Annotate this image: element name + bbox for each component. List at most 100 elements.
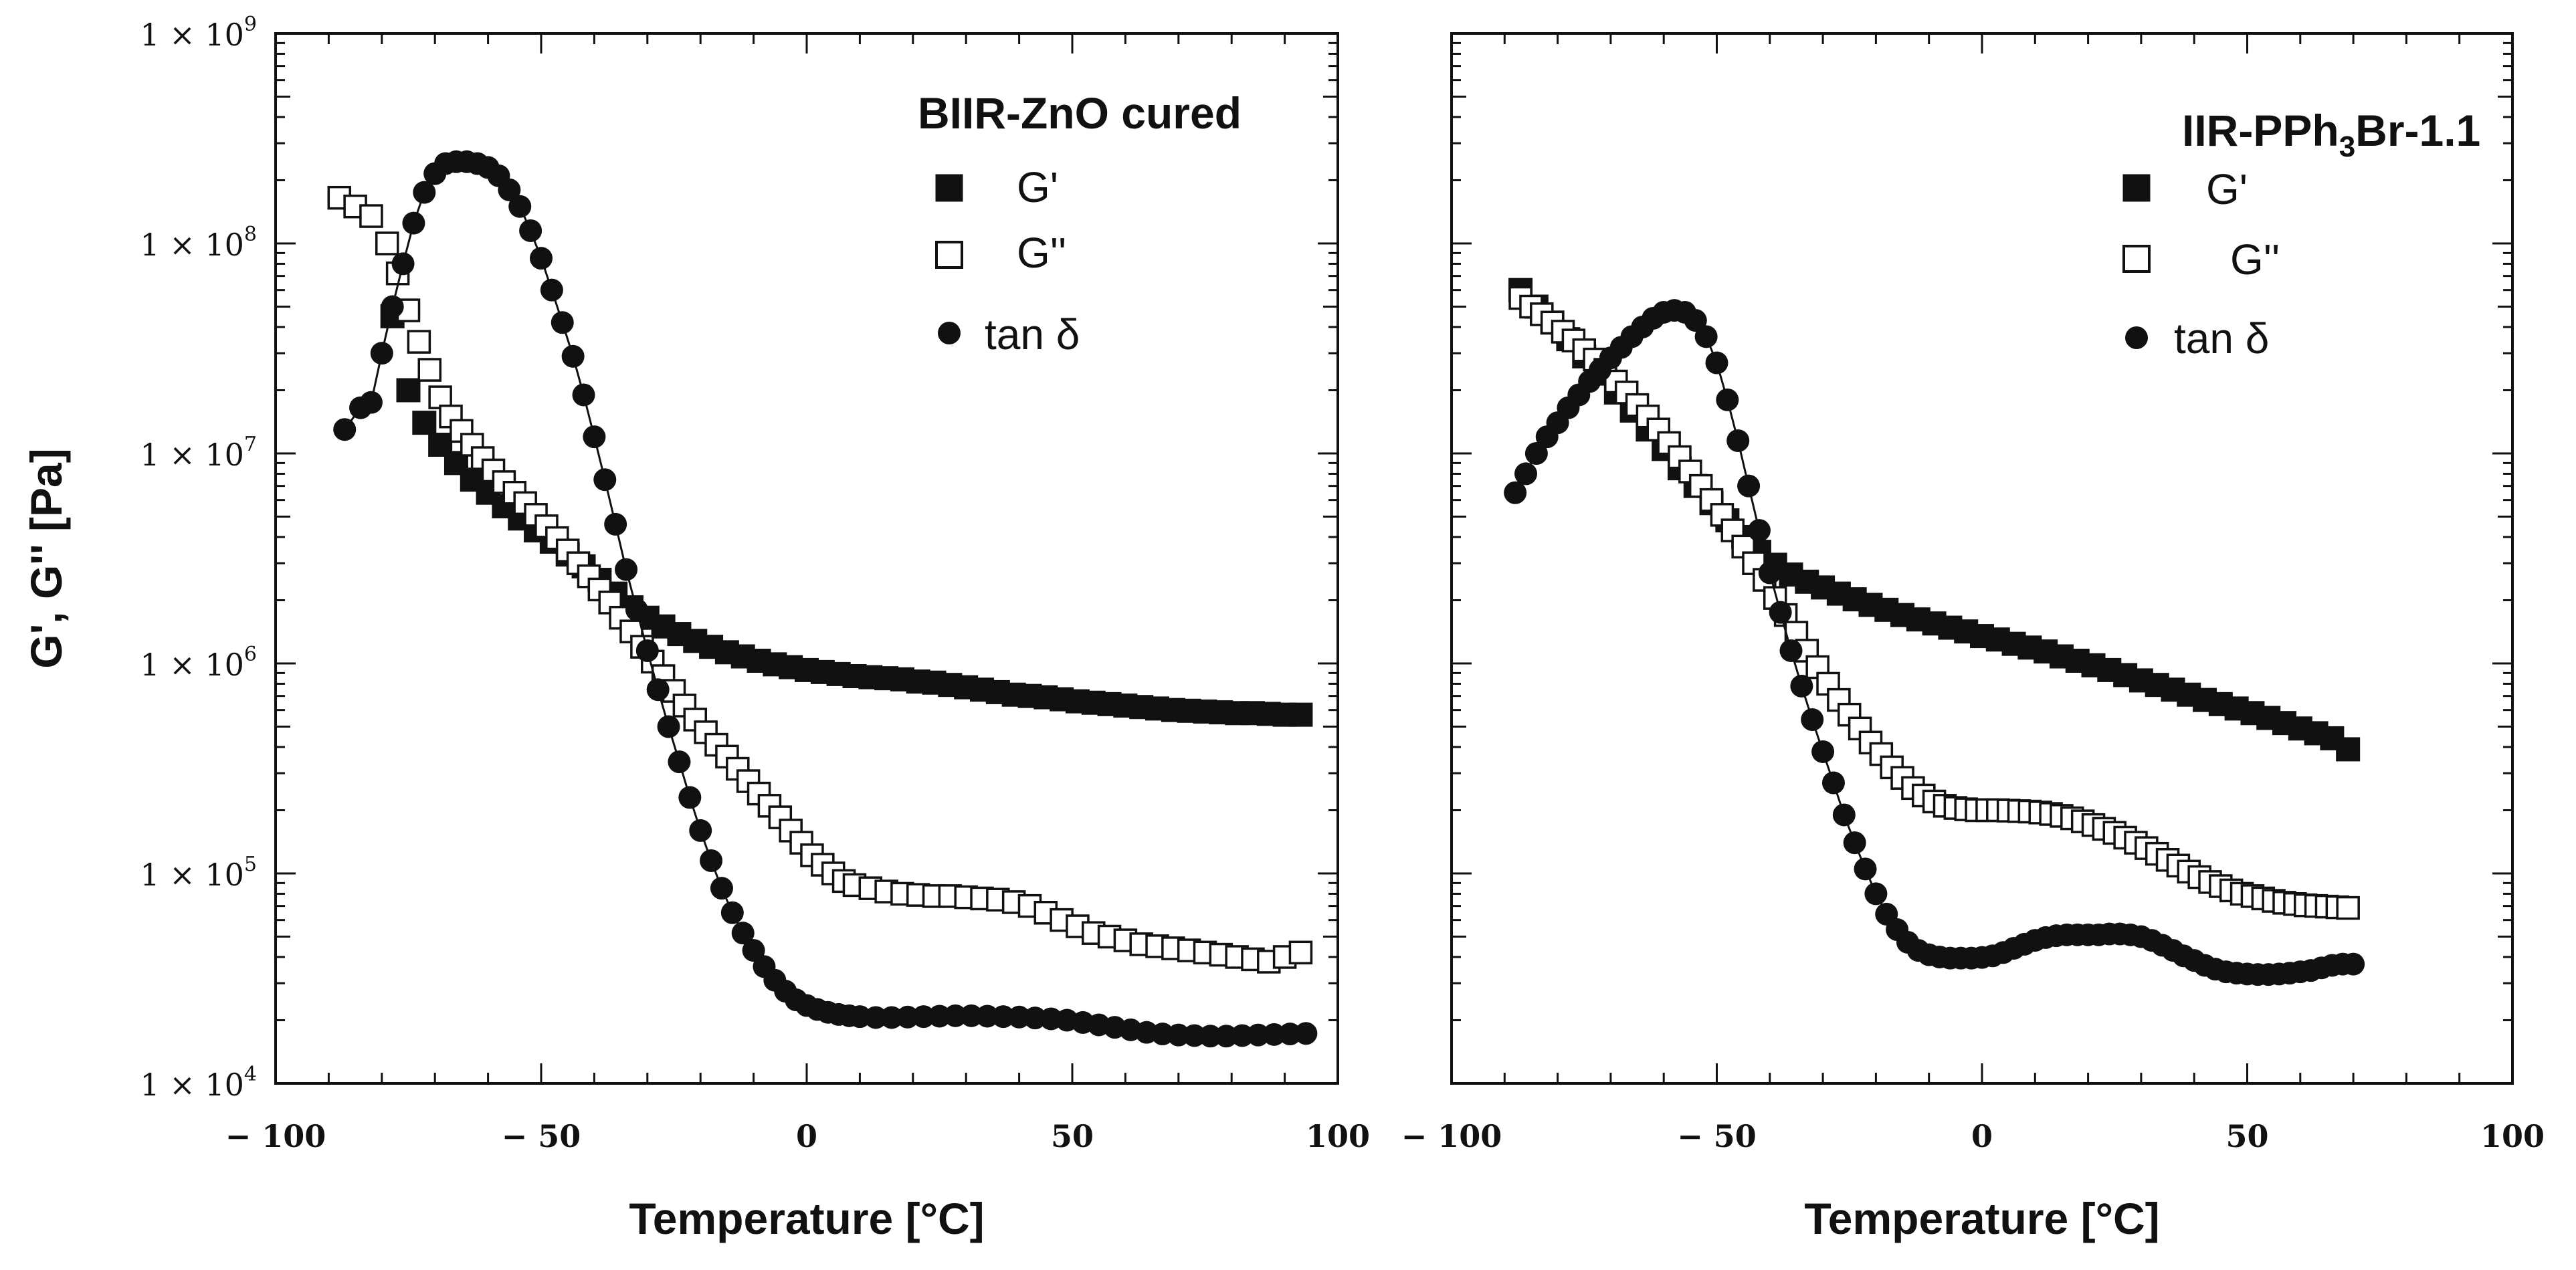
right-legend-title-tail: Br-1.1	[2355, 106, 2480, 155]
left-tan-delta-point	[928, 1004, 951, 1028]
left-tan-delta-point	[720, 901, 744, 924]
left-tan-delta-point	[991, 1005, 1015, 1029]
right-x-axis-title: Temperature [°C]	[1804, 1194, 2159, 1243]
left-tan-delta-point	[710, 877, 733, 900]
left-legend-marker-gdouble	[935, 241, 963, 269]
left-tan-delta-point	[731, 922, 755, 945]
left-tan-delta-point	[864, 1006, 888, 1029]
left-tan-delta-point	[1294, 1022, 1318, 1045]
y-tick-exponent: 6	[244, 643, 257, 666]
right-tan-delta-point	[2342, 952, 2365, 976]
y-tick-label: 1 × 106	[140, 643, 257, 683]
left-legend: BIIR-ZnO cured G' G'' tan δ	[918, 88, 1242, 358]
left-tan-delta-point	[359, 391, 383, 414]
left-series	[327, 150, 1318, 1048]
left-tan-delta-point	[391, 252, 415, 276]
right-x-ticks: − 100 − 50 0 50 100	[1401, 33, 2545, 1154]
y-tick-label: 1 × 108	[140, 223, 257, 263]
left-y-axis-title: G', G'' [Pa]	[21, 448, 71, 668]
left-legend-label-gprime: G'	[1017, 163, 1058, 211]
left-tan-delta-point	[561, 344, 585, 368]
right-tan-delta-point	[1684, 309, 1707, 332]
right-legend-title-sub: 3	[2339, 130, 2355, 163]
right-tan-delta-point	[1811, 740, 1835, 763]
y-tick-exponent: 4	[244, 1063, 257, 1086]
right-gprime-point	[2336, 737, 2361, 762]
right-tan-delta-point	[1504, 481, 1527, 504]
right-plot-frame	[1450, 32, 2514, 1085]
right-legend-label-gdouble: G''	[2230, 235, 2280, 284]
y-tick-mantissa: 1 × 10	[140, 857, 244, 893]
right-legend-marker-tandelta	[2125, 326, 2148, 349]
right-tan-delta-point	[1716, 388, 1739, 411]
left-tan-delta-point	[370, 342, 393, 365]
y-tick-exponent: 5	[244, 853, 257, 876]
y-tick-label: 1 × 109	[140, 13, 257, 53]
left-tan-delta-point	[689, 819, 712, 842]
right-legend-title: IIR-PPh3Br-1.1	[2182, 106, 2480, 163]
left-tan-delta-point	[519, 219, 542, 242]
left-tan-delta-point	[593, 468, 617, 492]
right-tan-delta-point	[1854, 857, 1877, 881]
left-tan-delta-point	[551, 311, 574, 334]
y-tick-mantissa: 1 × 10	[140, 647, 244, 683]
right-tan-delta-point	[1821, 771, 1845, 795]
left-tan-delta-point	[1183, 1024, 1206, 1047]
left-tan-delta-point	[1246, 1023, 1270, 1047]
y-tick-label: 1 × 104	[140, 1063, 257, 1103]
left-x-ticks: − 100 − 50 0 50 100	[225, 33, 1370, 1154]
left-tan-delta-point	[615, 558, 638, 581]
right-legend: IIR-PPh3Br-1.1 G' G'' tan δ	[2122, 106, 2480, 362]
left-tan-delta-point	[896, 1005, 919, 1029]
left-tan-delta-point	[700, 849, 723, 872]
left-gprime-point	[412, 411, 437, 435]
right-panel: − 100 − 50 0 50 100 Temperature [°C] IIR-PPh…	[1401, 32, 2545, 1243]
left-tan-delta-point	[1231, 1024, 1254, 1047]
x-tick-label: 50	[2225, 1118, 2268, 1154]
left-legend-label-tandelta: tan δ	[985, 310, 1080, 358]
right-tan-delta-point	[1524, 442, 1548, 465]
left-tan-delta-point	[635, 639, 659, 662]
left-legend-label-gdouble: G''	[1017, 229, 1066, 277]
right-tan-delta-point	[1801, 708, 1824, 732]
left-tan-delta-point	[742, 939, 765, 962]
left-tan-delta-point	[1199, 1025, 1222, 1048]
right-y-ticks	[1452, 41, 2512, 1085]
left-tan-delta-point	[498, 178, 521, 201]
x-tick-label: 0	[1971, 1118, 1993, 1154]
left-gdouble-point	[359, 204, 383, 228]
left-tan-delta-point	[625, 598, 648, 621]
right-tan-delta-point	[1843, 831, 1866, 855]
left-gdouble-point	[417, 358, 442, 382]
right-tan-delta-point	[1758, 561, 1781, 585]
left-tan-delta-point	[540, 278, 563, 302]
left-legend-title: BIIR-ZnO cured	[918, 88, 1242, 138]
left-tan-delta-point	[1262, 1023, 1286, 1046]
left-tan-delta-point	[880, 1006, 904, 1029]
left-tan-delta-point	[572, 383, 595, 407]
left-tan-delta-point	[1278, 1023, 1302, 1046]
right-tan-delta-point	[1779, 639, 1803, 662]
left-tan-delta-point	[1215, 1025, 1238, 1048]
x-tick-label: − 100	[225, 1118, 326, 1154]
left-gprime-point	[396, 378, 421, 403]
right-tan-delta-point	[1705, 351, 1728, 375]
right-tan-delta-point	[1832, 803, 1856, 827]
right-gdouble-point	[2336, 895, 2360, 920]
left-tan-delta-point	[1167, 1023, 1190, 1047]
y-tick-label: 1 × 105	[140, 853, 257, 893]
right-legend-title-main: IIR-PPh	[2182, 106, 2339, 155]
right-tan-delta-point	[1737, 474, 1761, 498]
x-tick-label: − 50	[1677, 1118, 1757, 1154]
y-tick-label: 1 × 107	[140, 433, 257, 473]
x-tick-label: − 100	[1401, 1118, 1502, 1154]
right-legend-marker-gdouble	[2122, 245, 2151, 273]
left-tan-delta-point	[646, 678, 670, 702]
x-tick-label: 100	[2480, 1118, 2545, 1154]
x-tick-label: 100	[1306, 1118, 1370, 1154]
left-tan-delta-point	[530, 247, 553, 270]
left-gdouble-point	[407, 330, 431, 354]
x-tick-label: 50	[1051, 1118, 1094, 1154]
